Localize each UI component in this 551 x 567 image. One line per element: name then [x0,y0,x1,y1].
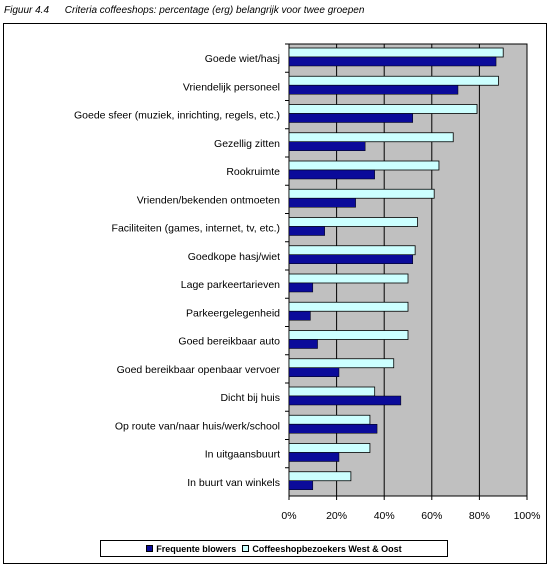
bar-coffeeshopbezoekers [288,358,395,369]
category-label: Rookruimte [226,166,280,178]
category-label: Vriendelijk personeel [183,81,280,93]
category-label: Dicht bij huis [220,392,280,404]
bar-coffeeshopbezoekers [288,301,409,312]
category-label: In buurt van winkels [187,477,280,489]
category-label: Goede wiet/hasj [205,53,280,65]
category-label: Vrienden/bekenden ontmoeten [137,194,280,206]
legend-swatch-bezoekers [242,545,250,552]
category-label: Goed bereikbaar openbaar vervoer [117,364,281,376]
x-tick-label: 60% [421,510,442,522]
bar-coffeeshopbezoekers [288,386,376,397]
category-label: Goedkope hasj/wiet [188,251,280,263]
bar-frequente-blowers [288,85,459,95]
bar-frequente-blowers [288,169,375,180]
figure-caption: Figuur 4.4 Criteria coffeeshops: percent… [4,5,364,16]
bar-frequente-blowers [288,395,402,406]
bar-coffeeshopbezoekers [288,160,440,171]
bar-frequente-blowers [288,311,311,321]
bar-coffeeshopbezoekers [288,443,371,453]
bar-coffeeshopbezoekers [288,75,499,86]
bar-frequente-blowers [288,367,340,377]
bar-coffeeshopbezoekers [288,188,435,199]
bar-coffeeshopbezoekers [288,330,409,340]
bar-coffeeshopbezoekers [288,273,409,284]
bar-frequente-blowers [288,198,356,208]
bar-frequente-blowers [288,226,325,236]
bar-frequente-blowers [288,480,314,490]
bar-coffeeshopbezoekers [288,47,504,58]
category-label: Op route van/naar huis/werk/school [115,420,280,432]
legend-item-bezoekers: Coffeeshopbezoekers West & Oost [242,543,402,554]
bar-frequente-blowers [288,452,340,462]
bar-frequente-blowers [288,141,366,151]
legend-item-frequente: Frequente blowers [146,544,236,554]
legend-label-frequente: Frequente blowers [156,543,237,554]
x-tick-label: 80% [469,510,490,522]
category-label: Lage parkeertarieven [181,279,280,291]
category-label: Faciliteiten (games, internet, tv, etc.) [112,223,280,235]
category-label: Goed bereikbaar auto [178,336,280,348]
bar-frequente-blowers [288,56,497,67]
x-tick-label: 100% [514,510,541,522]
chart-legend: Frequente blowers Coffeeshopbezoekers We… [100,540,448,557]
bar-coffeeshopbezoekers [288,132,454,143]
bar-frequente-blowers [288,339,318,349]
bar-coffeeshopbezoekers [288,104,478,114]
category-label: Gezellig zitten [214,138,280,150]
figure-title: Criteria coffeeshops: percentage (erg) b… [64,5,365,16]
bar-frequente-blowers [288,282,314,293]
bar-frequente-blowers [288,254,414,264]
x-tick-label: 0% [281,510,296,522]
category-label: Parkeergelegenheid [186,307,280,319]
x-tick-label: 40% [374,510,395,522]
x-tick-label: 20% [326,510,347,522]
legend-swatch-frequente [146,545,154,552]
bar-coffeeshopbezoekers [288,471,352,482]
bar-frequente-blowers [288,113,414,123]
bar-coffeeshopbezoekers [288,217,418,227]
bar-frequente-blowers [288,424,378,434]
figure-number: Figuur 4.4 [4,5,50,16]
bar-coffeeshopbezoekers [288,414,371,425]
category-label: Goede sfeer (muziek, inrichting, regels,… [74,110,280,122]
legend-label-bezoekers: Coffeeshopbezoekers West & Oost [252,543,402,554]
bar-coffeeshopbezoekers [288,245,416,256]
category-label: In uitgaansbuurt [205,449,280,461]
